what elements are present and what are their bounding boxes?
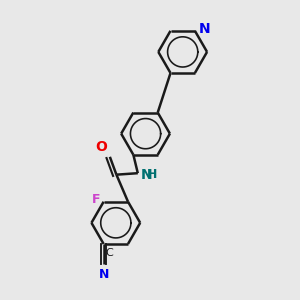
Text: C: C — [105, 248, 113, 258]
Text: N: N — [141, 168, 152, 182]
Text: H: H — [147, 168, 158, 181]
Text: O: O — [96, 140, 107, 154]
Text: N: N — [198, 22, 210, 36]
Text: F: F — [92, 194, 100, 206]
Text: N: N — [98, 268, 109, 281]
